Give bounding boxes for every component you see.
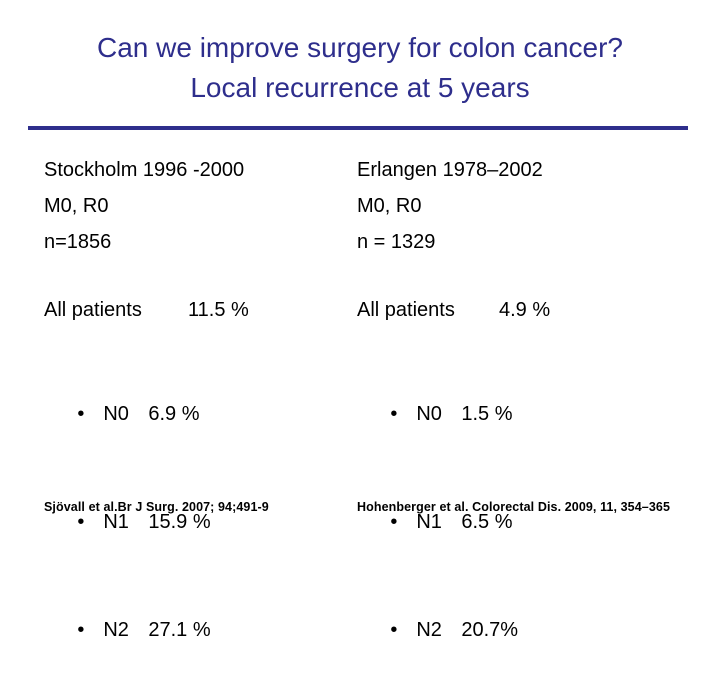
all-patients-row: All patients 11.5 % bbox=[44, 292, 249, 328]
nodal-stage-list: • N0 1.5 % • N1 6.5 % • N2 20.7% bbox=[357, 360, 518, 684]
study-n: n = 1329 bbox=[357, 231, 436, 253]
study-stage: M0, R0 bbox=[357, 195, 422, 217]
stockholm-column: Stockholm 1996 -2000 M0, R0 n=1856 All p… bbox=[44, 152, 384, 641]
study-n: n=1856 bbox=[44, 231, 112, 253]
recurrence-value: 6.9 % bbox=[148, 403, 200, 425]
nodal-group: N2 bbox=[103, 619, 129, 641]
reference-citation: Sjövall et al.Br J Surg. 2007; 94;491-9 bbox=[44, 500, 269, 514]
study-stage: M0, R0 bbox=[44, 195, 109, 217]
recurrence-value: 15.9 % bbox=[148, 511, 211, 533]
reference-citation: Hohenberger et al. Colorectal Dis. 2009,… bbox=[357, 500, 670, 514]
nodal-group: N0 bbox=[103, 403, 129, 425]
study-name: Stockholm 1996 -2000 bbox=[44, 159, 245, 181]
all-patients-row: All patients 4.9 % bbox=[357, 292, 550, 328]
bullet-icon: • bbox=[77, 403, 85, 425]
recurrence-value: 6.5 % bbox=[461, 511, 513, 533]
title-line-1: Can we improve surgery for colon cancer? bbox=[96, 32, 623, 63]
all-patients-label: All patients bbox=[357, 299, 455, 321]
study-name: Erlangen 1978–2002 bbox=[357, 159, 543, 181]
title-divider bbox=[28, 126, 688, 130]
list-item: • N2 27.1 % bbox=[44, 576, 211, 684]
nodal-group: N1 bbox=[103, 511, 129, 533]
list-item: • N0 1.5 % bbox=[357, 360, 518, 468]
list-item: • N2 20.7% bbox=[357, 576, 518, 684]
bullet-icon: • bbox=[77, 619, 85, 641]
recurrence-value: 20.7% bbox=[461, 619, 519, 641]
all-patients-label: All patients bbox=[44, 299, 142, 321]
list-item: • N1 15.9 % bbox=[44, 468, 211, 576]
all-patients-value: 4.9 % bbox=[499, 299, 551, 321]
title-line-2: Local recurrence at 5 years bbox=[190, 72, 530, 103]
recurrence-value: 1.5 % bbox=[461, 403, 513, 425]
erlangen-column: Erlangen 1978–2002 M0, R0 n = 1329 All p… bbox=[357, 152, 697, 641]
slide-title: Can we improve surgery for colon cancer?… bbox=[0, 28, 720, 108]
all-patients-value: 11.5 % bbox=[188, 299, 249, 321]
bullet-icon: • bbox=[390, 511, 398, 533]
nodal-group: N2 bbox=[416, 619, 442, 641]
list-item: • N1 6.5 % bbox=[357, 468, 518, 576]
bullet-icon: • bbox=[77, 511, 85, 533]
recurrence-value: 27.1 % bbox=[148, 619, 211, 641]
bullet-icon: • bbox=[390, 403, 398, 425]
nodal-stage-list: • N0 6.9 % • N1 15.9 % • N2 27.1 % bbox=[44, 360, 211, 684]
list-item: • N0 6.9 % bbox=[44, 360, 211, 468]
nodal-group: N1 bbox=[416, 511, 442, 533]
nodal-group: N0 bbox=[416, 403, 442, 425]
bullet-icon: • bbox=[390, 619, 398, 641]
